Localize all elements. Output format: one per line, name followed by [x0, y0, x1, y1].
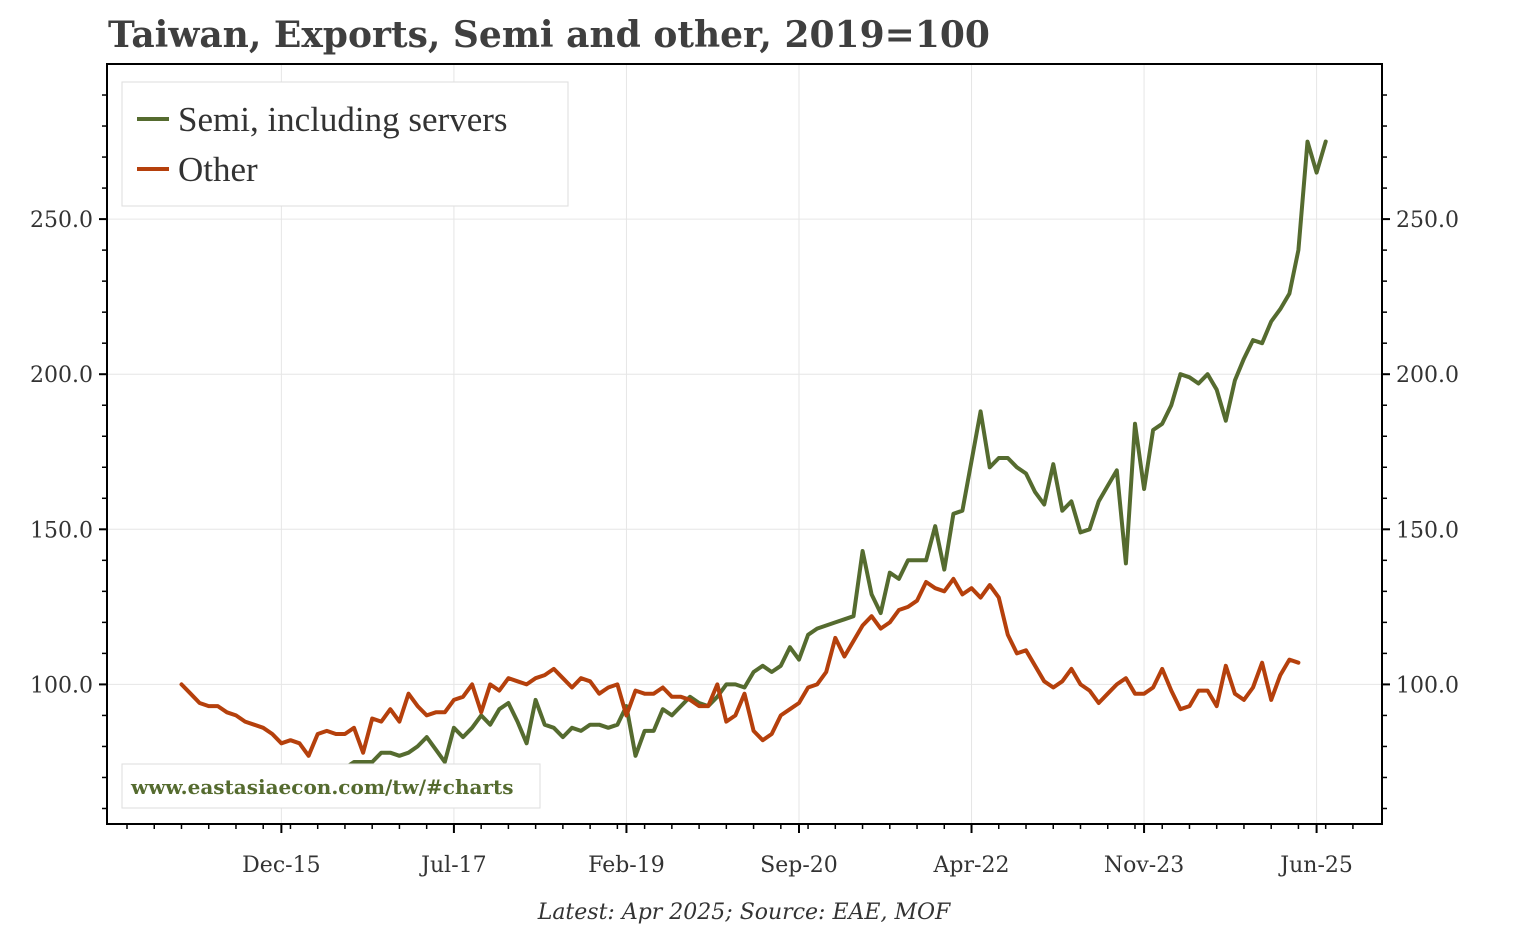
x-tick-label: Feb-19 [588, 853, 665, 878]
plot-frame [106, 63, 1383, 825]
watermark-box [121, 763, 541, 809]
legend: Semi, including servers Other [121, 81, 569, 207]
source-note: Latest: Apr 2025; Source: EAE, MOF [537, 900, 951, 925]
legend-box [121, 81, 569, 207]
chart-title: Taiwan, Exports, Semi and other, 2019=10… [108, 14, 990, 56]
y-axis-right: 100.0 150.0 200.0 250.0 [1382, 94, 1459, 810]
y-tick-label-right: 250.0 [1396, 208, 1459, 233]
y-axis-left: 100.0 150.0 200.0 250.0 [30, 94, 107, 810]
x-tick-label: Nov-23 [1104, 853, 1184, 878]
y-tick-label-left: 100.0 [30, 673, 93, 698]
legend-label-semi: Semi, including servers [178, 100, 508, 139]
series-line-other [179, 576, 1301, 758]
y-tick-label-left: 200.0 [30, 363, 93, 388]
x-tick-label: Sep-20 [760, 853, 838, 878]
y-tick-label-right: 150.0 [1396, 518, 1459, 543]
x-axis: Dec-15 Jul-17 Feb-19 Sep-20 Apr-22 Nov-23 Jun-… [126, 824, 1354, 878]
x-tick-label: Apr-22 [933, 853, 1010, 878]
y-tick-label-right: 100.0 [1396, 673, 1459, 698]
legend-label-other: Other [178, 150, 258, 189]
watermark[interactable]: www.eastasiaecon.com/tw/#charts [121, 763, 541, 809]
series-line-semi [179, 139, 1328, 802]
y-tick-label-right: 200.0 [1396, 363, 1459, 388]
x-tick-label: Jun-25 [1278, 853, 1353, 878]
y-tick-label-left: 250.0 [30, 208, 93, 233]
x-tick-label: Dec-15 [242, 853, 320, 878]
series-layer [179, 139, 1328, 802]
watermark-link[interactable]: www.eastasiaecon.com/tw/#charts [130, 775, 514, 799]
y-tick-label-left: 150.0 [30, 518, 93, 543]
x-tick-label: Jul-17 [419, 853, 486, 878]
